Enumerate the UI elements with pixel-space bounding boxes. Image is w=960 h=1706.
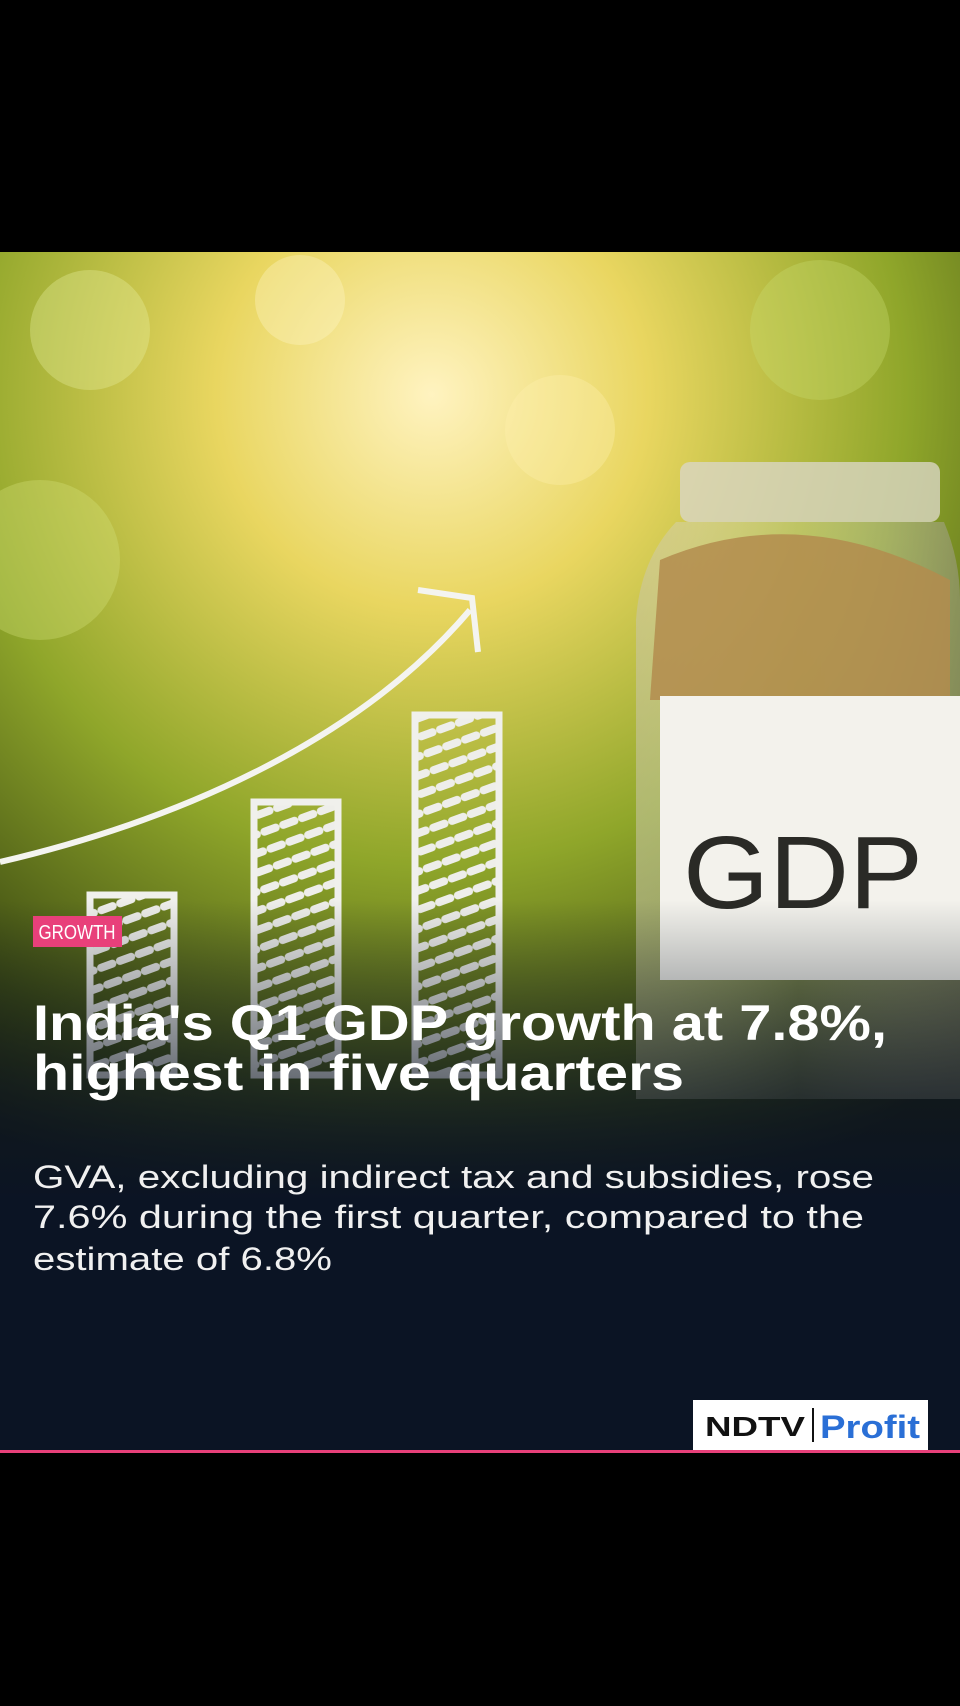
trend-arrow — [0, 608, 473, 865]
tag: GROWTH — [39, 922, 116, 944]
tag-badge — [33, 916, 122, 947]
body-line: GVA, excluding indirect tax and subsidie… — [33, 1159, 874, 1195]
arrow-head — [417, 587, 481, 653]
bokeh — [0, 255, 890, 640]
headline-line: highest in five quarters — [33, 1045, 684, 1101]
accent-line — [0, 1450, 960, 1453]
headline-line: India's Q1 GDP growth at 7.8%, — [33, 995, 887, 1051]
logo-box — [693, 1400, 928, 1450]
logo-product: Profit — [820, 1409, 920, 1445]
photo-fade — [0, 900, 960, 1202]
logo-brand: NDTV — [705, 1411, 805, 1442]
body-line: 7.6% during the first quarter, compared … — [33, 1199, 864, 1235]
body-line: estimate of 6.8% — [33, 1241, 332, 1277]
